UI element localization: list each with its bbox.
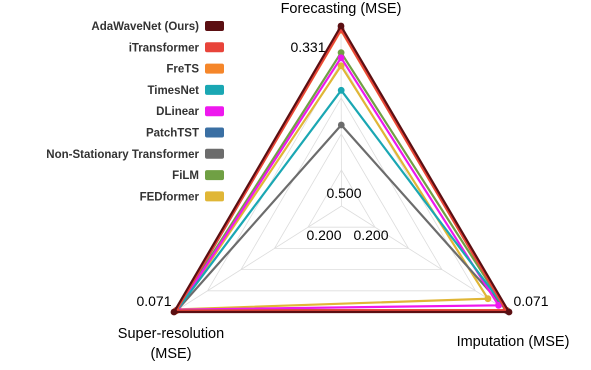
legend-entry: TimesNet: [147, 84, 224, 97]
legend-label: TimesNet: [147, 85, 199, 97]
grid-ring: [273, 133, 410, 249]
axis-spoke-super-resolution: [173, 205, 342, 313]
legend-label: AdaWaveNet (Ours): [91, 21, 199, 33]
legend-label: FreTS: [166, 64, 199, 76]
tick-label-super-resolution: 0.071: [136, 293, 171, 309]
legend-swatch: [205, 106, 224, 117]
legend-entry: AdaWaveNet (Ours): [91, 21, 224, 33]
legend-label: PatchTST: [146, 128, 199, 140]
legend-swatch: [205, 148, 224, 159]
series-line: [174, 27, 508, 312]
legend-entry: FiLM: [172, 170, 224, 182]
tick-label-forecasting: 0.331: [290, 39, 325, 55]
data-point-forecasting: [337, 49, 345, 57]
legend-entry: PatchTST: [146, 127, 224, 140]
legend-entry: Non-Stationary Transformer: [46, 148, 224, 161]
legend-entry: DLinear: [156, 106, 224, 118]
legend-entry: FEDformer: [140, 191, 224, 203]
data-point-forecasting: [337, 54, 345, 62]
legend-swatch: [205, 42, 224, 53]
axis-spoke-imputation: [341, 205, 510, 313]
data-point-forecasting: [337, 22, 345, 30]
tick-label-imputation: 0.071: [513, 293, 548, 309]
legend-swatch: [205, 63, 224, 74]
legend-swatch: [205, 170, 224, 181]
series-line: [175, 26, 509, 312]
data-point-forecasting: [337, 86, 345, 94]
legend-entry: FreTS: [166, 63, 224, 76]
legend-label: FiLM: [172, 170, 199, 182]
series-line: [172, 23, 511, 314]
axis-title-super-resolution: Super-resolution: [118, 326, 224, 342]
grid-ring: [307, 169, 376, 228]
radar-grid: [173, 25, 510, 313]
legend-swatch: [205, 127, 224, 138]
axis-title-forecasting: Forecasting (MSE): [281, 1, 402, 17]
data-point-imputation: [505, 308, 513, 316]
data-point-super-resolution: [170, 308, 178, 316]
grid-ring: [206, 61, 477, 292]
radar-series: [170, 22, 513, 316]
tick-label-imputation: 0.200: [353, 227, 388, 243]
legend-label: iTransformer: [129, 42, 200, 54]
grid-ring: [240, 97, 443, 271]
axis-title-super-resolution: (MSE): [150, 346, 191, 362]
axis-title-imputation: Imputation (MSE): [457, 334, 570, 350]
series-line: [175, 123, 510, 312]
legend-swatch: [205, 21, 224, 31]
data-point-forecasting: [337, 121, 345, 129]
series-line: [175, 55, 501, 311]
legend-label: DLinear: [156, 106, 199, 118]
legend-swatch: [205, 84, 224, 95]
series-adawavenet-ours: [170, 22, 513, 316]
series-non-stationary-transformer: [174, 121, 511, 314]
legend-label: Non-Stationary Transformer: [46, 149, 199, 161]
radar-tick-labels: 0.331 0.500 0.200 0.200 0.071 0.071: [136, 39, 548, 309]
tick-label-forecasting: 0.500: [326, 185, 361, 201]
data-point-forecasting: [337, 62, 345, 70]
chart-legend: AdaWaveNet (Ours) iTransformer FreTS TimesN…: [46, 21, 224, 203]
legend-label: FEDformer: [140, 191, 200, 203]
data-point-imputation: [484, 295, 492, 303]
legend-entry: iTransformer: [129, 42, 224, 54]
legend-swatch: [205, 191, 224, 202]
tick-label-super-resolution: 0.200: [306, 227, 341, 243]
data-point-imputation: [495, 301, 502, 309]
radar-axis-titles: Forecasting (MSE) Imputation (MSE) Super-r…: [118, 1, 570, 362]
series-line: [176, 63, 490, 311]
